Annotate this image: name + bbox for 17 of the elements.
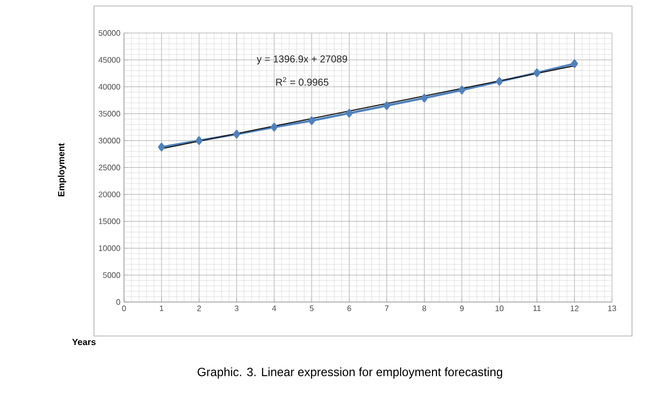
point bbox=[158, 142, 166, 152]
point bbox=[458, 86, 466, 94]
point bbox=[570, 59, 578, 68]
point bbox=[196, 136, 203, 145]
point bbox=[233, 130, 240, 138]
point bbox=[346, 108, 353, 118]
text: Graphic. 3. Linear expression for employment forecasting bbox=[198, 367, 502, 379]
x-axis-title: Years bbox=[72, 338, 96, 346]
y-axis-title: Employment bbox=[58, 143, 66, 196]
point bbox=[496, 77, 503, 86]
point bbox=[420, 94, 428, 102]
point bbox=[270, 122, 278, 132]
point bbox=[383, 101, 390, 110]
point bbox=[308, 116, 316, 125]
annotation: R$^{2}$ = 0.9965 bbox=[276, 77, 328, 86]
annotation: y = 1396.9x + 27089 bbox=[256, 55, 348, 64]
point bbox=[533, 68, 540, 78]
